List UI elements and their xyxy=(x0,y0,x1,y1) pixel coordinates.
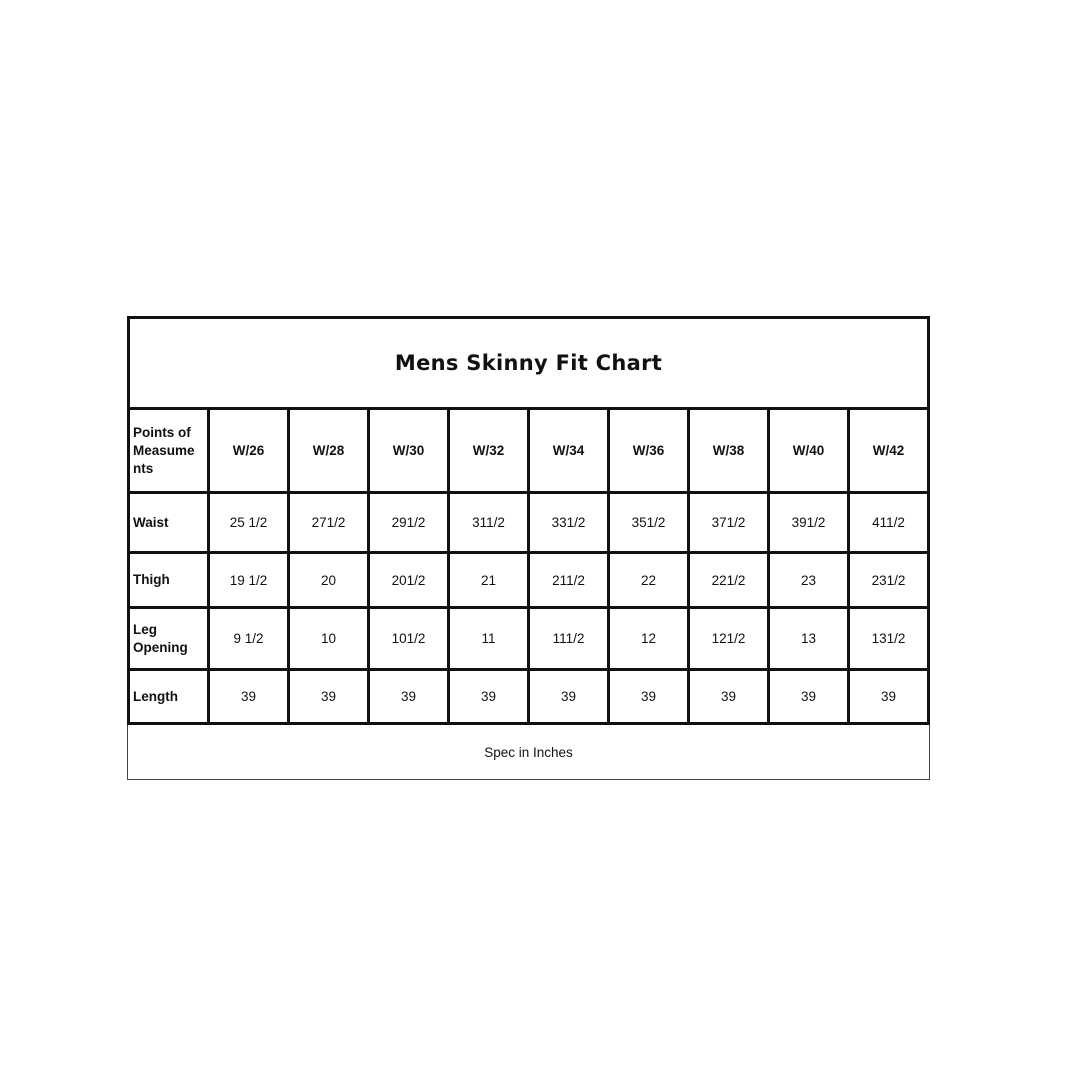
table-cell: 291/2 xyxy=(367,491,450,554)
row-label: Leg Opening xyxy=(127,606,210,671)
table-cell: 39 xyxy=(207,668,290,725)
row-label: Length xyxy=(127,668,210,725)
table-cell: 201/2 xyxy=(367,551,450,609)
table-cell: 21 xyxy=(447,551,530,609)
table-cell: 11 xyxy=(447,606,530,671)
table-cell: 39 xyxy=(607,668,690,725)
table-cell: 111/2 xyxy=(527,606,610,671)
size-chart: Mens Skinny Fit Chart Points of Measume … xyxy=(127,316,930,780)
size-header: W/28 xyxy=(287,407,370,494)
table-cell: 231/2 xyxy=(847,551,930,609)
table-cell: 39 xyxy=(367,668,450,725)
table-cell: 22 xyxy=(607,551,690,609)
size-header: W/40 xyxy=(767,407,850,494)
size-header: W/26 xyxy=(207,407,290,494)
table-cell: 39 xyxy=(767,668,850,725)
table-row: Length 39 39 39 39 39 39 39 39 39 xyxy=(127,668,930,725)
table-cell: 101/2 xyxy=(367,606,450,671)
size-header: W/32 xyxy=(447,407,530,494)
table-cell: 311/2 xyxy=(447,491,530,554)
row-label: Thigh xyxy=(127,551,210,609)
table-cell: 13 xyxy=(767,606,850,671)
table-cell: 39 xyxy=(527,668,610,725)
table-cell: 391/2 xyxy=(767,491,850,554)
table-cell: 371/2 xyxy=(687,491,770,554)
header-row: Points of Measume nts W/26 W/28 W/30 W/32 W/3… xyxy=(127,407,930,494)
table-cell: 39 xyxy=(847,668,930,725)
table-cell: 39 xyxy=(687,668,770,725)
table-cell: 20 xyxy=(287,551,370,609)
table-cell: 211/2 xyxy=(527,551,610,609)
footer-note: Spec in Inches xyxy=(127,725,930,780)
table-cell: 10 xyxy=(287,606,370,671)
table-row: Waist 25 1/2 271/2 291/2 311/2 331/2 351/2 371/… xyxy=(127,491,930,554)
table-cell: 331/2 xyxy=(527,491,610,554)
table-cell: 25 1/2 xyxy=(207,491,290,554)
table-cell: 271/2 xyxy=(287,491,370,554)
table-cell: 351/2 xyxy=(607,491,690,554)
table-row: Leg Opening 9 1/2 10 101/2 11 111/2 12 121/2 13 1… xyxy=(127,606,930,671)
table-cell: 12 xyxy=(607,606,690,671)
title-box: Mens Skinny Fit Chart xyxy=(127,316,930,407)
size-header: W/36 xyxy=(607,407,690,494)
table-cell: 221/2 xyxy=(687,551,770,609)
chart-title: Mens Skinny Fit Chart xyxy=(394,351,663,375)
table-cell: 39 xyxy=(287,668,370,725)
table-cell: 23 xyxy=(767,551,850,609)
table-cell: 411/2 xyxy=(847,491,930,554)
header-label: Points of Measume nts xyxy=(127,407,210,494)
size-header: W/38 xyxy=(687,407,770,494)
table-cell: 39 xyxy=(447,668,530,725)
size-header: W/30 xyxy=(367,407,450,494)
table-cell: 121/2 xyxy=(687,606,770,671)
row-label: Waist xyxy=(127,491,210,554)
size-header: W/42 xyxy=(847,407,930,494)
table-cell: 19 1/2 xyxy=(207,551,290,609)
size-header: W/34 xyxy=(527,407,610,494)
table-cell: 9 1/2 xyxy=(207,606,290,671)
table-row: Thigh 19 1/2 20 201/2 21 211/2 22 221/2 23 231/2 xyxy=(127,551,930,609)
table-cell: 131/2 xyxy=(847,606,930,671)
size-table: Points of Measume nts W/26 W/28 W/30 W/32 W/3… xyxy=(127,407,930,725)
